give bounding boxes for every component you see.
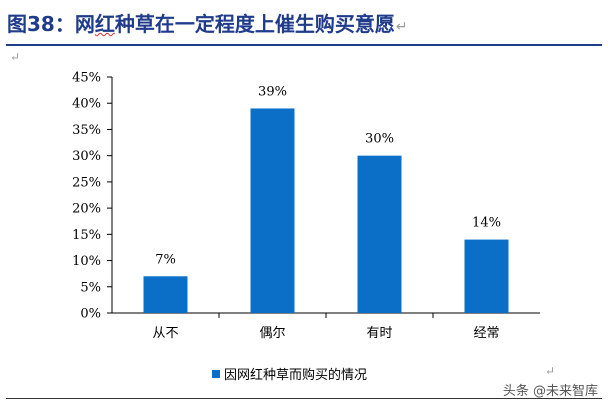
paragraph-mark-icon: ↵ xyxy=(545,364,556,378)
y-tick-label: 45% xyxy=(72,71,101,86)
y-tick-label: 10% xyxy=(72,254,101,269)
y-tick-label: 40% xyxy=(72,97,101,112)
legend-swatch xyxy=(212,370,220,378)
x-category-label: 偶尔 xyxy=(259,326,285,341)
y-tick-label: 25% xyxy=(72,175,101,190)
x-category-label: 从不 xyxy=(152,326,178,341)
legend-label: 因网红种草而购买的情况 xyxy=(224,367,367,383)
return-mark-icon: ↵ xyxy=(395,19,408,35)
title-rule xyxy=(6,44,602,46)
data-label: 30% xyxy=(365,132,394,147)
paragraph-mark-icon: ↵ xyxy=(10,50,21,64)
watermark: 头条 @未来智库 xyxy=(502,384,598,399)
y-tick-label: 30% xyxy=(72,149,101,164)
title-text-start: 网 xyxy=(74,12,95,36)
bar xyxy=(464,239,509,313)
data-label: 14% xyxy=(472,216,501,231)
y-tick-label: 20% xyxy=(72,202,101,217)
y-tick-label: 35% xyxy=(72,123,101,138)
y-tick-label: 5% xyxy=(80,280,101,295)
x-category-label: 有时 xyxy=(366,326,392,341)
data-label: 39% xyxy=(258,84,287,99)
figure-number: 图38： xyxy=(7,12,75,36)
y-tick-label: 0% xyxy=(80,307,101,322)
bar xyxy=(357,155,402,313)
data-label: 7% xyxy=(155,252,176,267)
figure-title: 图38：网红种草在一定程度上催生购买意愿↵ xyxy=(7,8,408,37)
bar xyxy=(143,276,188,313)
bottom-rule xyxy=(6,398,602,399)
x-category-label: 经常 xyxy=(473,326,499,341)
y-tick-label: 15% xyxy=(72,228,101,243)
title-text-rest: 种草在一定程度上催生购买意愿 xyxy=(114,12,395,36)
title-spellcheck-underlined-char: 红 xyxy=(94,12,115,36)
bar xyxy=(250,108,295,313)
